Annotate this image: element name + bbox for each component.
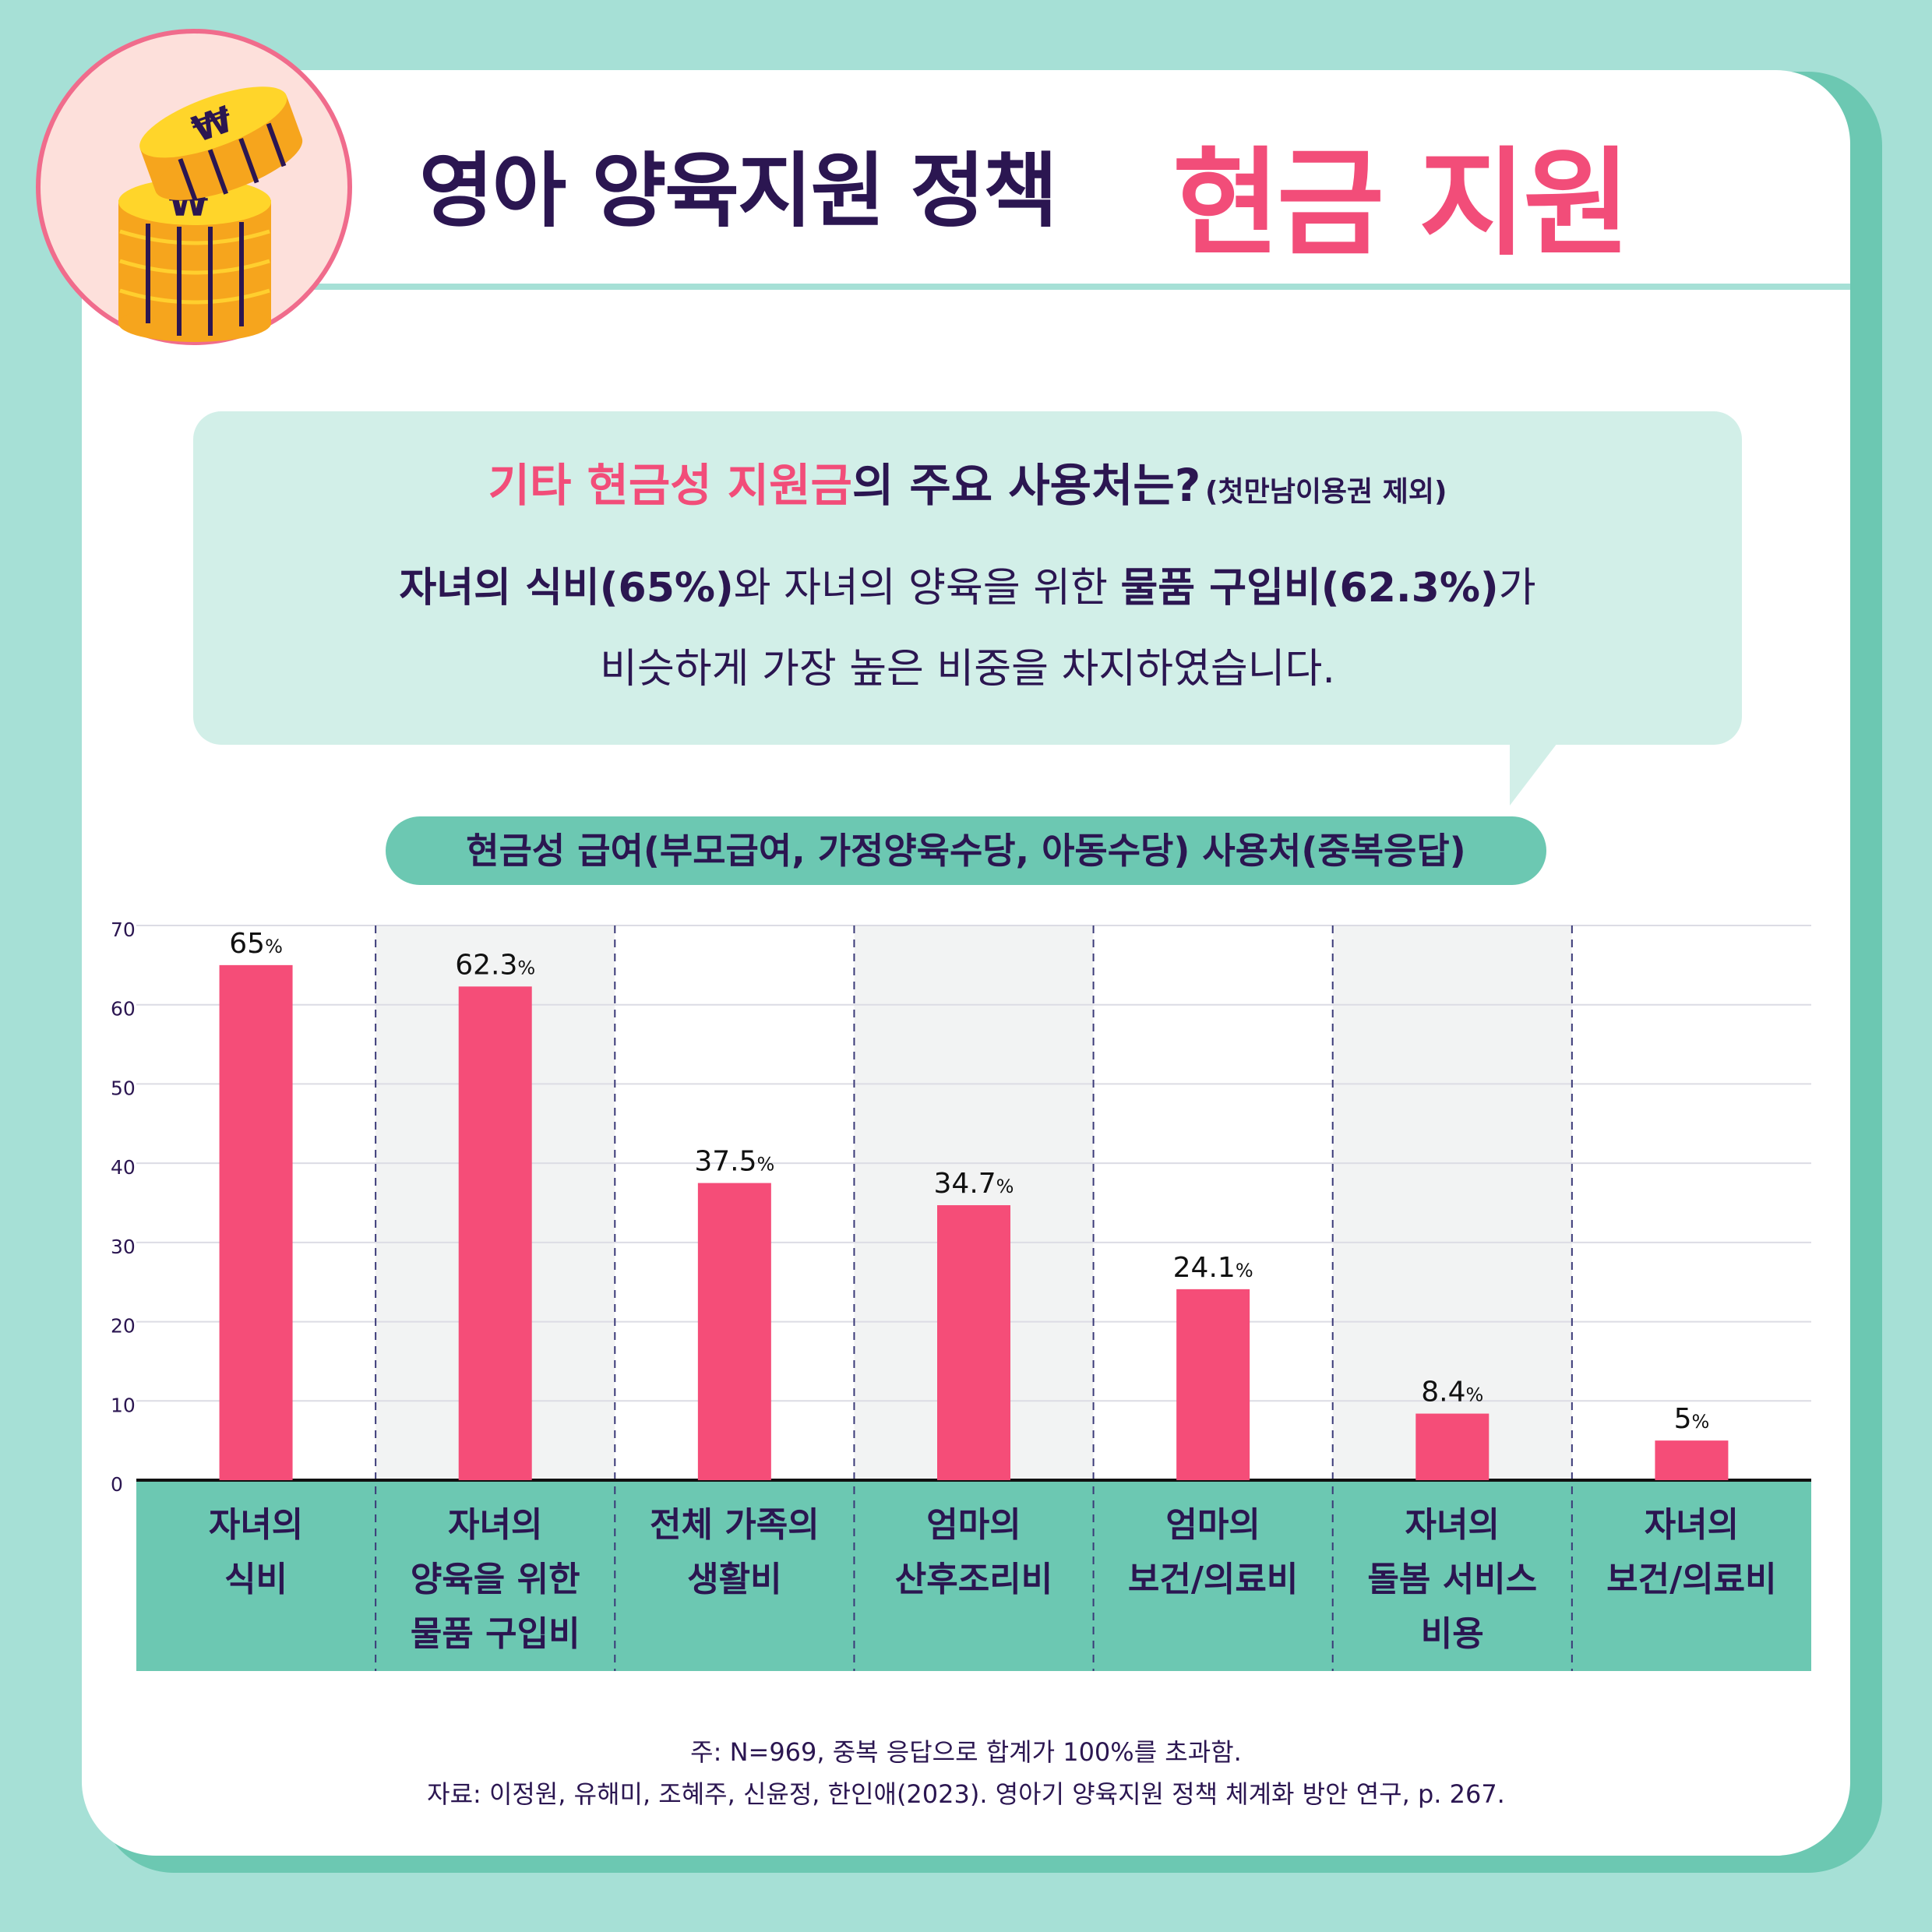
category-band bbox=[136, 1480, 1811, 1671]
category-label: 전체 가족의 bbox=[650, 1505, 820, 1545]
y-tick-label: 30 bbox=[111, 1236, 136, 1258]
question-highlight: 기타 현금성 지원금 bbox=[488, 459, 852, 512]
y-tick-label: 70 bbox=[111, 918, 136, 941]
y-tick-label: 50 bbox=[111, 1077, 136, 1099]
bar bbox=[458, 986, 532, 1480]
chart-title: 현금성 급여(부모급여, 가정양육수당, 아동수당) 사용처(중복응답) bbox=[386, 816, 1546, 885]
category-label: 엄마의 bbox=[926, 1505, 1021, 1545]
coin-stack-icon: ₩ ₩ bbox=[36, 29, 352, 345]
y-tick-label: 0 bbox=[111, 1473, 123, 1496]
bar bbox=[1416, 1413, 1490, 1480]
bubble-question: 기타 현금성 지원금의 주요 사용처는? (첫만남이용권 제외) bbox=[193, 449, 1742, 514]
category-label: 산후조리비 bbox=[895, 1560, 1052, 1599]
speech-bubble-tail bbox=[1510, 740, 1560, 806]
shaded-column bbox=[1332, 925, 1572, 1480]
bar bbox=[1655, 1440, 1729, 1480]
footnote-source: 자료: 이정원, 유해미, 조혜주, 신윤정, 한인애(2023). 영아기 양… bbox=[427, 1779, 1505, 1809]
data-label: 8.4% bbox=[1421, 1377, 1483, 1408]
highlight-goods: 물품 구입비(62.3%) bbox=[1120, 565, 1499, 612]
data-label: 24.1% bbox=[1173, 1252, 1253, 1284]
highlight-food: 자녀의 식비(65%) bbox=[399, 565, 734, 612]
page-title-accent: 현금 지원 bbox=[1172, 136, 1631, 272]
bar bbox=[1176, 1289, 1250, 1480]
data-label: 37.5% bbox=[694, 1146, 774, 1178]
header-divider bbox=[304, 284, 1850, 290]
bubble-text: 와 자녀의 양육을 위한 bbox=[733, 565, 1121, 612]
category-label: 양육을 위한 bbox=[411, 1560, 580, 1599]
bar bbox=[219, 964, 293, 1480]
y-tick-label: 10 bbox=[111, 1394, 136, 1416]
page-title: 영아 양육지원 정책 bbox=[419, 143, 1058, 238]
question-text: 의 주요 사용처는? bbox=[851, 459, 1201, 512]
category-label: 생활비 bbox=[687, 1560, 781, 1599]
bubble-text: 가 bbox=[1498, 565, 1536, 612]
bar bbox=[937, 1205, 1010, 1480]
category-label: 보건/의료비 bbox=[1606, 1560, 1776, 1599]
data-label: 34.7% bbox=[934, 1168, 1014, 1200]
y-tick-label: 20 bbox=[111, 1315, 136, 1338]
category-label: 보건/의료비 bbox=[1128, 1560, 1298, 1599]
question-note: (첫만남이용권 제외) bbox=[1205, 476, 1447, 508]
bubble-line-1: 자녀의 식비(65%)와 자녀의 양육을 위한 물품 구입비(62.3%)가 bbox=[193, 555, 1742, 613]
bar bbox=[697, 1183, 771, 1480]
category-label: 자녀의 bbox=[1405, 1505, 1500, 1545]
data-label: 5% bbox=[1674, 1403, 1710, 1435]
y-tick-label: 60 bbox=[111, 998, 136, 1021]
category-label: 자녀의 bbox=[209, 1505, 303, 1545]
data-label: 62.3% bbox=[455, 949, 535, 981]
category-label: 자녀의 bbox=[1645, 1505, 1739, 1545]
category-label: 엄마의 bbox=[1165, 1505, 1260, 1545]
footnote-note: 주: N=969, 중복 응답으로 합계가 100%를 초과함. bbox=[690, 1737, 1242, 1767]
category-label: 돌봄 서비스 bbox=[1367, 1560, 1537, 1599]
bubble-line-2: 비슷하게 가장 높은 비중을 차지하였습니다. bbox=[600, 646, 1335, 693]
category-label: 물품 구입비 bbox=[411, 1614, 580, 1654]
category-label: 식비 bbox=[224, 1560, 287, 1599]
category-label: 비용 bbox=[1421, 1614, 1484, 1654]
category-label: 자녀의 bbox=[448, 1505, 542, 1545]
data-label: 65% bbox=[229, 928, 283, 960]
y-tick-label: 40 bbox=[111, 1156, 136, 1179]
speech-bubble bbox=[193, 411, 1742, 745]
